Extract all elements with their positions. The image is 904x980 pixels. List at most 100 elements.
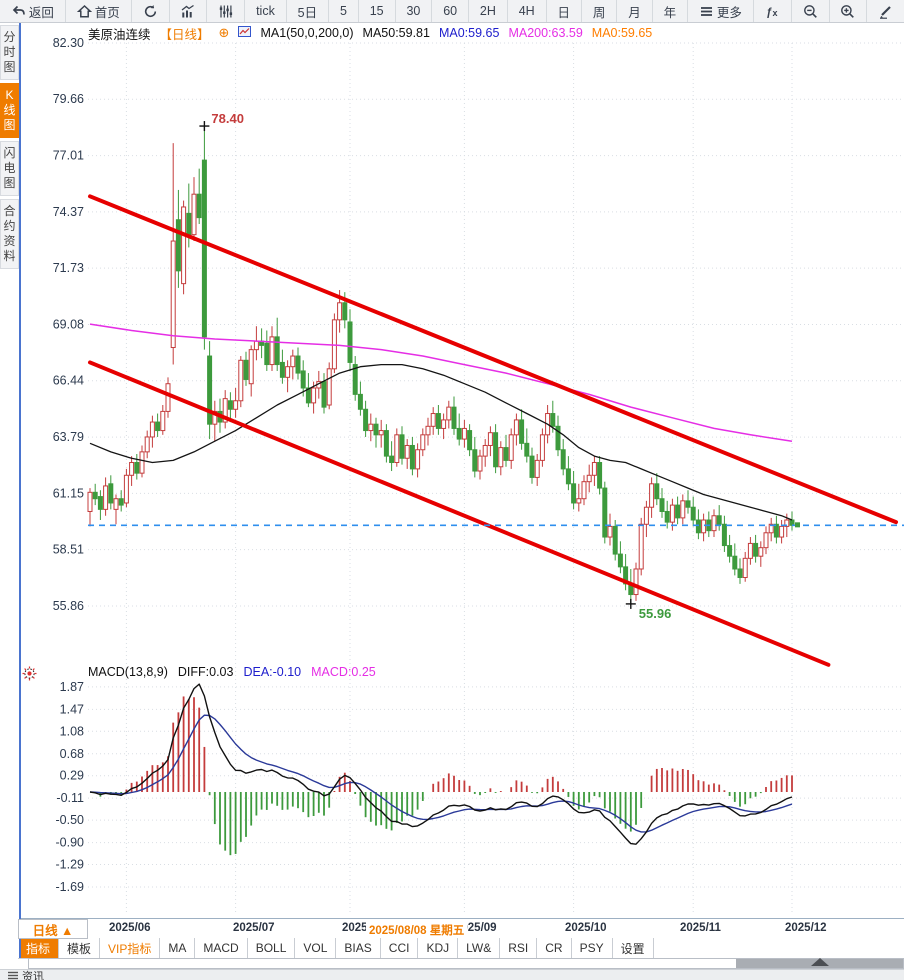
toolbar-refresh[interactable] xyxy=(132,0,170,22)
svg-text:ƒ: ƒ xyxy=(766,6,772,18)
xaxis-label: 2025/10 xyxy=(565,922,607,934)
tab-BIAS[interactable]: BIAS xyxy=(336,938,381,958)
svg-text:69.08: 69.08 xyxy=(53,318,84,332)
sidebar-item-合约资料[interactable]: 合约资料 xyxy=(0,199,19,269)
tab-指标[interactable]: 指标 xyxy=(18,938,60,958)
svg-text:77.01: 77.01 xyxy=(53,149,84,163)
toolbar-menu[interactable]: 更多 xyxy=(688,0,754,22)
tab-CCI[interactable]: CCI xyxy=(381,938,419,958)
svg-text:61.15: 61.15 xyxy=(53,486,84,500)
crosshair-date-label: 2025/08/08 星期五 xyxy=(366,922,468,938)
tab-LW&[interactable]: LW& xyxy=(458,938,501,958)
svg-text:-1.29: -1.29 xyxy=(56,857,85,871)
toolbar-home[interactable]: 首页 xyxy=(66,0,132,22)
macd-dea-value: DEA:-0.10 xyxy=(243,665,302,679)
tab-设置[interactable]: 设置 xyxy=(613,938,654,958)
toolbar-年[interactable]: 年 xyxy=(653,0,689,22)
ma-settings: MA1(50,0,200,0) xyxy=(260,26,354,40)
sidebar-item-闪电图[interactable]: 闪电图 xyxy=(0,141,19,196)
toolbar-label: 4H xyxy=(518,4,535,18)
toolbar-label: 30 xyxy=(406,4,421,18)
ma200-value: MA200:63.59 xyxy=(508,26,583,40)
toolbar-label: 日 xyxy=(557,5,571,20)
candlestick-macd-plot[interactable]: 82.30 79.66 77.01 74.37 71.73 69.08 66.44 63.79… xyxy=(20,22,904,918)
svg-text:0.29: 0.29 xyxy=(60,769,84,783)
svg-text:55.96: 55.96 xyxy=(639,606,672,621)
svg-text:-1.69: -1.69 xyxy=(56,880,85,894)
toolbar-label: 5日 xyxy=(297,5,318,20)
svg-text:1.08: 1.08 xyxy=(60,724,84,738)
toolbar-周[interactable]: 周 xyxy=(582,0,618,22)
toolbar-tick[interactable]: tick xyxy=(245,0,287,22)
tab-CR[interactable]: CR xyxy=(537,938,572,958)
svg-text:1.87: 1.87 xyxy=(60,680,84,694)
tab-RSI[interactable]: RSI xyxy=(500,938,538,958)
toolbar-label: 15 xyxy=(369,4,384,18)
toolbar-60[interactable]: 60 xyxy=(432,0,470,22)
toolbar-4H[interactable]: 4H xyxy=(508,0,547,22)
toolbar-2H[interactable]: 2H xyxy=(469,0,508,22)
toolbar-label: 首页 xyxy=(94,5,120,20)
svg-text:79.66: 79.66 xyxy=(53,92,84,106)
svg-text:-0.11: -0.11 xyxy=(56,791,84,805)
toolbar-pencil[interactable] xyxy=(867,0,904,22)
sidebar-item-分时图[interactable]: 分时图 xyxy=(0,25,19,80)
toolbar-30[interactable]: 30 xyxy=(396,0,433,22)
toolbar-bar-chart[interactable] xyxy=(170,0,208,22)
toolbar-label: 年 xyxy=(663,5,677,20)
tab-MACD[interactable]: MACD xyxy=(195,938,248,958)
toolbar-back[interactable]: 返回 xyxy=(0,0,66,22)
svg-text:1.47: 1.47 xyxy=(60,702,84,716)
news-button[interactable]: 资讯 xyxy=(8,968,44,980)
macd-header: MACD(13,8,9) DIFF:0.03 DEA:-0.10 MACD:0.… xyxy=(88,664,376,680)
horizontal-scrollbar[interactable] xyxy=(28,958,904,969)
svg-text:66.44: 66.44 xyxy=(53,374,84,388)
ma50-value: MA50:59.81 xyxy=(362,26,430,40)
top-toolbar: 返回 首页 tick 5日 5 15 30 60 2H 4H 日 周 月 年 更多 ƒ x xyxy=(0,0,904,23)
period-selector[interactable]: 日线 ▲ xyxy=(18,919,88,939)
toolbar-15[interactable]: 15 xyxy=(359,0,396,22)
news-label: 资讯 xyxy=(22,970,44,980)
svg-text:78.40: 78.40 xyxy=(211,111,244,126)
tab-BOLL[interactable]: BOLL xyxy=(248,938,296,958)
scrollbar-grip-icon[interactable] xyxy=(811,958,829,966)
macd-params: MACD(13,8,9) xyxy=(88,665,168,679)
indicator-settings-burst-icon[interactable] xyxy=(22,666,37,686)
svg-text:71.73: 71.73 xyxy=(53,261,84,275)
add-indicator-icon[interactable]: ⊕ xyxy=(218,25,230,40)
tab-VIP指标[interactable]: VIP指标 xyxy=(100,938,161,958)
tab-MA[interactable]: MA xyxy=(160,938,196,958)
toolbar-label: 更多 xyxy=(716,5,742,20)
tab-KDJ[interactable]: KDJ xyxy=(418,938,459,958)
toolbar-月[interactable]: 月 xyxy=(617,0,653,22)
sidebar-item-K线图[interactable]: K线图 xyxy=(0,83,19,138)
toolbar-5[interactable]: 5 xyxy=(329,0,359,22)
mini-chart-icon xyxy=(238,25,252,41)
svg-text:63.79: 63.79 xyxy=(53,430,84,444)
period-label: 【日线】 xyxy=(159,27,210,42)
toolbar-zoom-out[interactable] xyxy=(792,0,830,22)
chart-header: 美原油连续 【日线】 ⊕ MA1(50,0,200,0) MA50:59.81 … xyxy=(88,25,653,42)
symbol-name: 美原油连续 xyxy=(88,27,151,42)
toolbar-label: tick xyxy=(256,4,275,18)
xaxis-label: 2025/12 xyxy=(785,922,827,934)
xaxis-label: 2025/11 xyxy=(680,922,721,934)
svg-text:74.37: 74.37 xyxy=(53,205,84,219)
xaxis-label: 2025/07 xyxy=(233,922,275,934)
toolbar-label: 5 xyxy=(339,4,347,18)
time-axis: 2025/06 2025/07 2025/08 2025/09 2025/10 2025/… xyxy=(20,918,904,939)
toolbar-日[interactable]: 日 xyxy=(547,0,582,22)
toolbar-candle-sliders[interactable] xyxy=(207,0,246,22)
tab-模板[interactable]: 模板 xyxy=(59,938,101,958)
tab-PSY[interactable]: PSY xyxy=(572,938,613,958)
toolbar-5日[interactable]: 5日 xyxy=(287,0,330,22)
svg-text:0.68: 0.68 xyxy=(60,747,84,761)
chart-area[interactable]: 美原油连续 【日线】 ⊕ MA1(50,0,200,0) MA50:59.81 … xyxy=(20,22,904,918)
ma0-orange-value: MA0:59.65 xyxy=(591,26,653,40)
tab-VOL[interactable]: VOL xyxy=(295,938,337,958)
toolbar-zoom-in[interactable] xyxy=(830,0,868,22)
toolbar-label: 月 xyxy=(628,5,641,20)
toolbar-label: 返回 xyxy=(28,5,54,20)
